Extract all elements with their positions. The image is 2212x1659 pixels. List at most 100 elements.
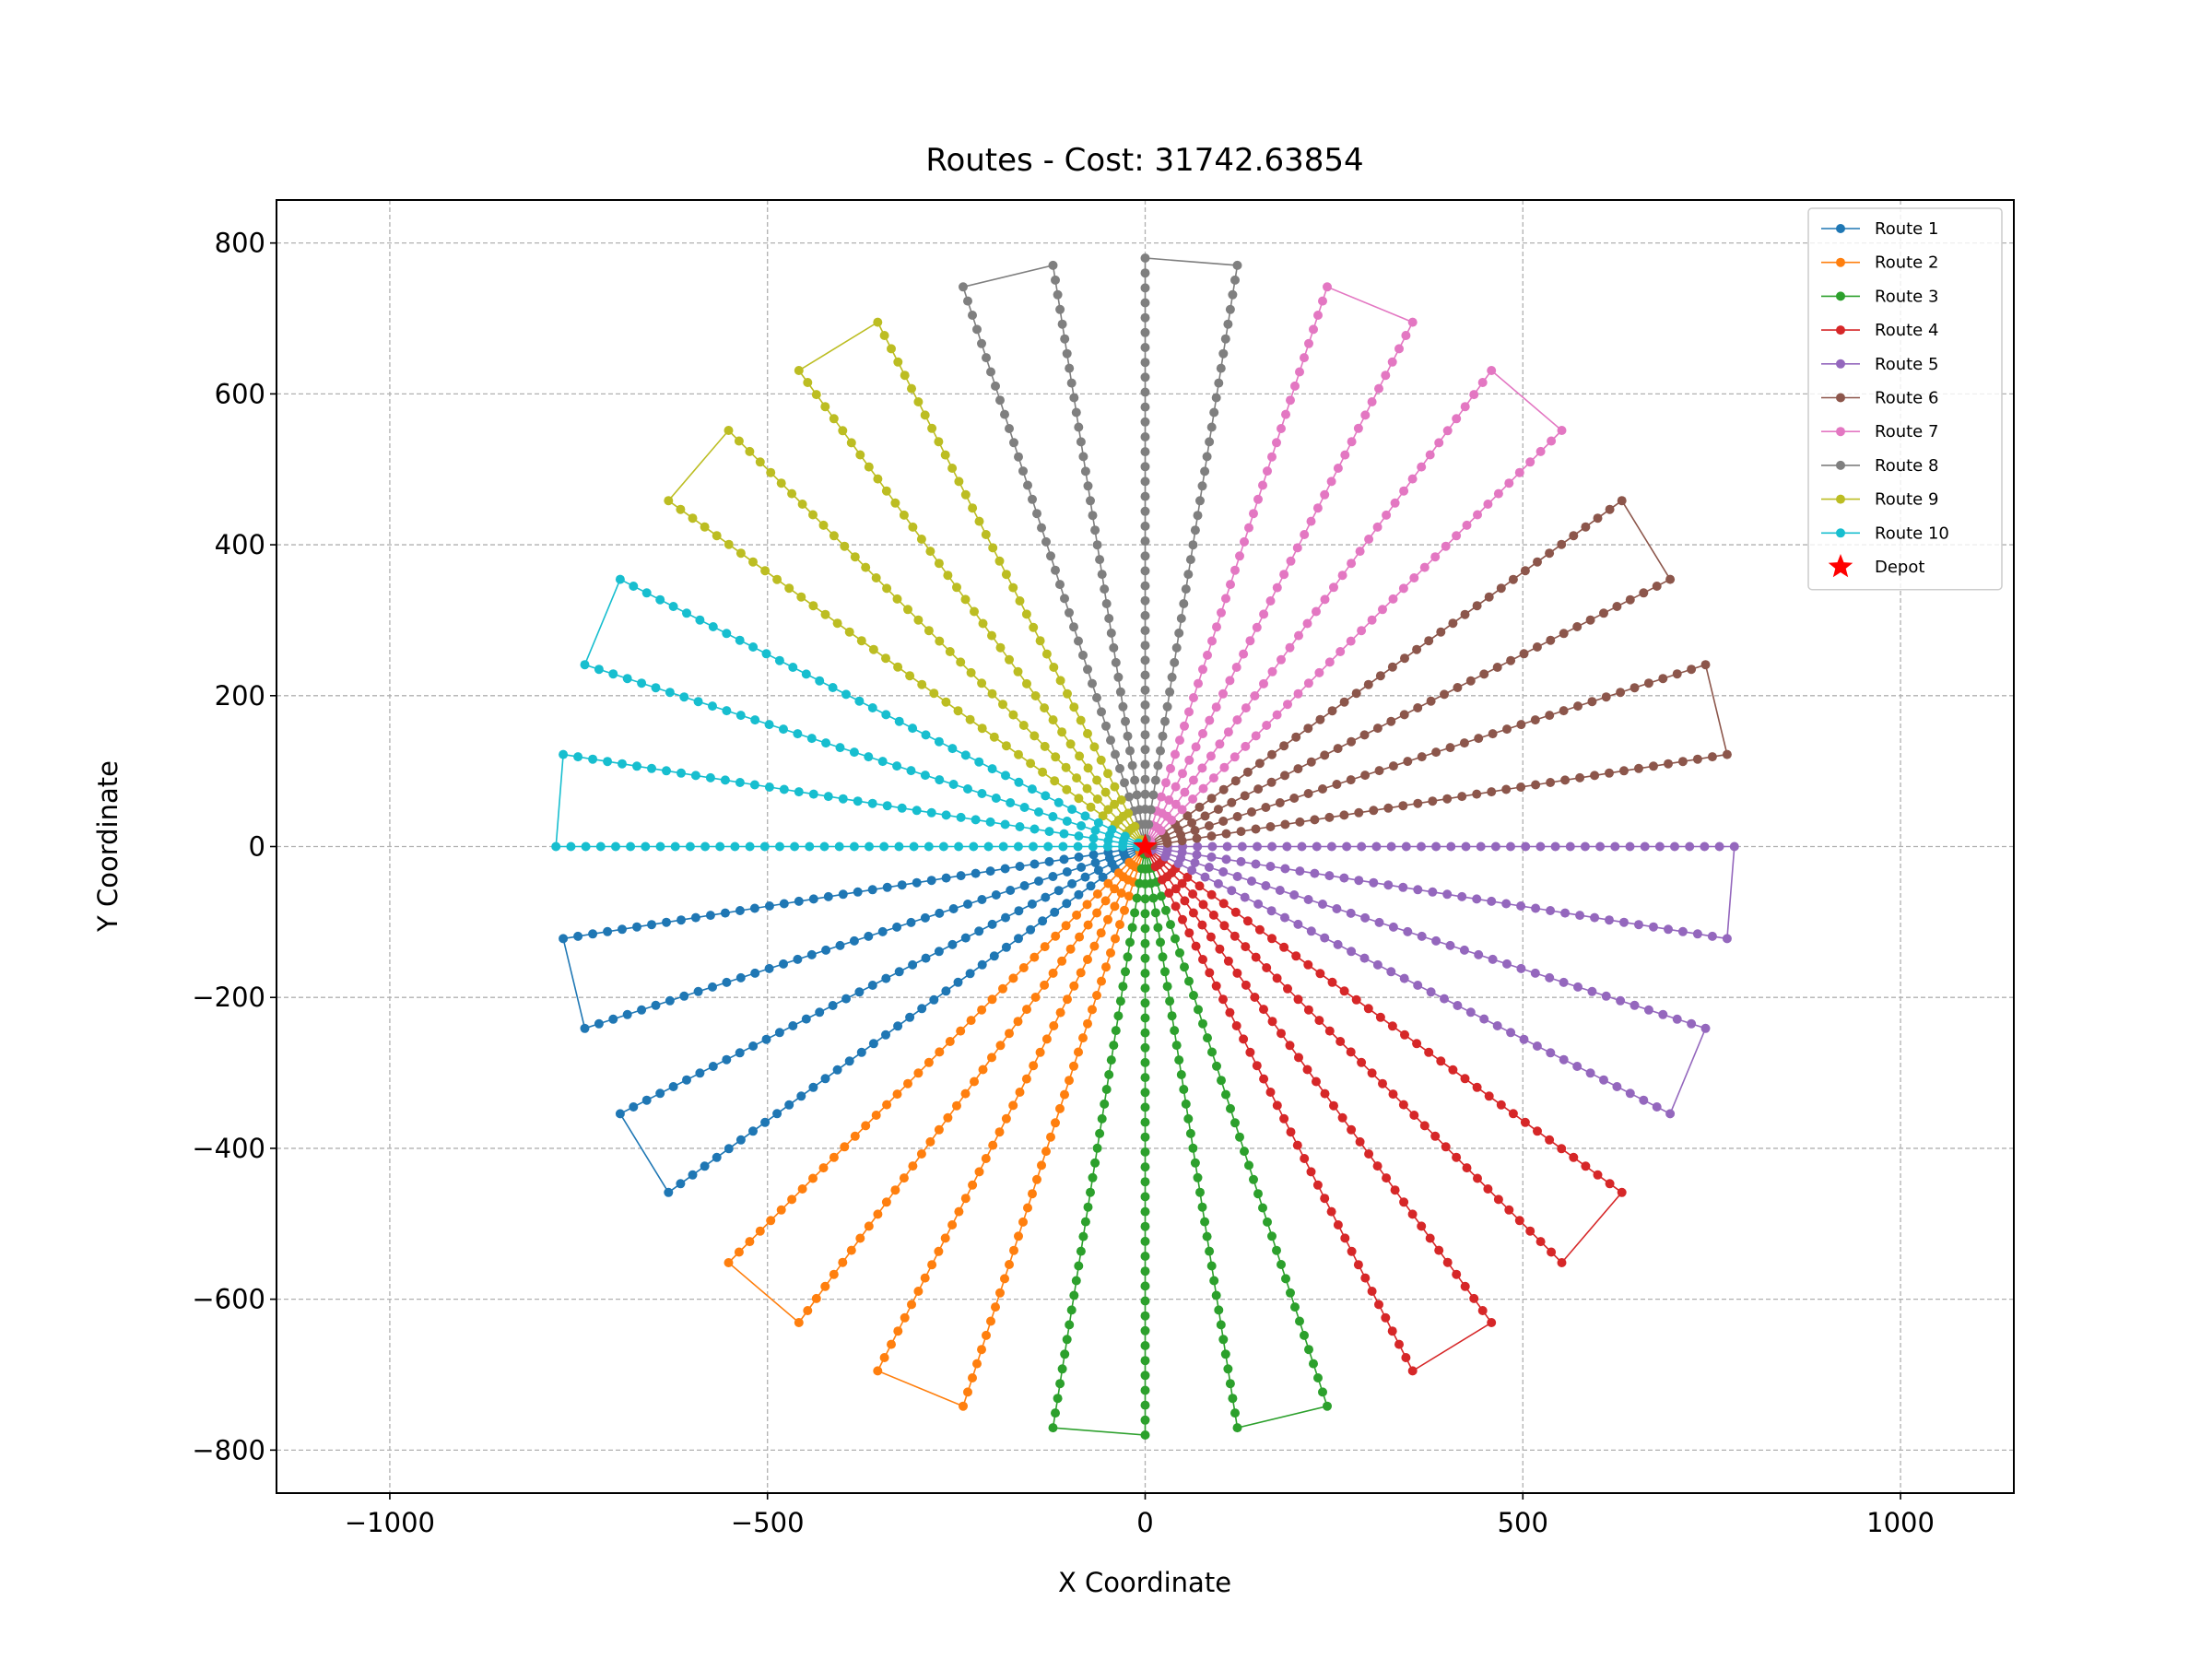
route-node xyxy=(1140,551,1150,561)
route-node xyxy=(920,771,930,781)
route-node xyxy=(1218,899,1229,909)
route-node xyxy=(920,1273,930,1283)
route-node xyxy=(1028,1189,1037,1199)
route-node xyxy=(881,653,890,664)
route-node xyxy=(1057,727,1067,737)
route-node xyxy=(1182,811,1193,821)
route-node xyxy=(1700,841,1710,852)
route-series xyxy=(1144,845,1627,1376)
route-node xyxy=(1092,775,1102,785)
route-node xyxy=(1452,1269,1462,1279)
route-node xyxy=(1372,1161,1382,1171)
route-node xyxy=(1140,894,1150,904)
route-node xyxy=(823,891,833,901)
route-node xyxy=(693,697,703,707)
route-node xyxy=(1472,1082,1482,1092)
route-node xyxy=(1258,480,1267,490)
route-node xyxy=(1665,1109,1676,1119)
route-node xyxy=(1390,498,1400,508)
route-node xyxy=(1213,878,1223,888)
route-node xyxy=(1314,1016,1324,1026)
route-node xyxy=(905,1012,915,1022)
route-node xyxy=(879,1353,889,1362)
route-node xyxy=(1078,452,1088,462)
route-node xyxy=(1156,746,1165,756)
route-node xyxy=(1206,1261,1217,1271)
route-node xyxy=(1484,1091,1494,1101)
route-series xyxy=(1143,282,1567,848)
route-node xyxy=(1372,724,1382,734)
route-node xyxy=(1412,1039,1422,1049)
legend-marker xyxy=(1836,257,1845,267)
route-node xyxy=(1239,649,1249,659)
route-node xyxy=(1021,609,1031,619)
route-node xyxy=(655,594,665,605)
route-node xyxy=(1479,669,1489,679)
route-node xyxy=(688,513,698,524)
route-series xyxy=(551,574,1146,852)
route-node xyxy=(1473,510,1482,520)
route-node xyxy=(1253,899,1264,909)
route-node xyxy=(916,1149,926,1159)
route-node xyxy=(1692,929,1702,939)
legend-marker xyxy=(1836,460,1845,470)
route-node xyxy=(1413,885,1423,895)
route-node xyxy=(1092,794,1102,804)
route-node xyxy=(1190,525,1200,535)
route-node xyxy=(906,766,916,776)
route-node xyxy=(1140,253,1150,263)
route-node xyxy=(934,1124,944,1135)
route-node xyxy=(1664,759,1673,769)
route-node xyxy=(1040,980,1050,990)
route-node xyxy=(925,547,935,557)
route-node xyxy=(1195,1187,1205,1197)
route-node xyxy=(1157,891,1166,901)
route-node xyxy=(1063,688,1072,699)
route-node xyxy=(1227,886,1237,896)
route-node xyxy=(1546,635,1556,645)
route-node xyxy=(1194,802,1205,812)
route-node xyxy=(1619,766,1629,776)
route-node xyxy=(1059,854,1069,865)
route-node xyxy=(1140,1013,1150,1023)
route-node xyxy=(1601,692,1611,702)
route-node xyxy=(1083,920,1093,930)
route-node xyxy=(1083,729,1092,738)
route-node xyxy=(1035,1047,1045,1057)
route-node xyxy=(1055,304,1065,314)
route-node xyxy=(879,841,889,852)
route-node xyxy=(873,1366,883,1376)
route-node xyxy=(708,1062,718,1071)
route-node xyxy=(1329,1100,1338,1111)
route-node xyxy=(1277,654,1286,665)
route-node xyxy=(1300,353,1309,363)
route-node xyxy=(1442,889,1453,900)
route-series xyxy=(1145,841,1739,1119)
route-node xyxy=(1351,688,1361,699)
route-node xyxy=(1252,622,1262,632)
route-node xyxy=(1140,998,1150,1008)
route-node xyxy=(1617,1187,1627,1197)
route-node xyxy=(1239,1034,1249,1044)
route-node xyxy=(1241,703,1251,713)
route-node xyxy=(1215,739,1225,749)
route-node xyxy=(708,982,717,992)
route-node xyxy=(1066,1305,1077,1315)
y-tick-label: 800 xyxy=(215,228,265,259)
route-node xyxy=(877,926,888,936)
route-node xyxy=(823,792,833,802)
route-node xyxy=(1289,794,1300,803)
route-node xyxy=(1053,1394,1063,1404)
route-node xyxy=(1230,776,1241,786)
route-node xyxy=(1424,1047,1434,1057)
route-node xyxy=(1072,773,1082,783)
legend-label: Route 4 xyxy=(1875,321,1938,340)
route-node xyxy=(818,1163,829,1173)
route-node xyxy=(1477,378,1488,387)
route-node xyxy=(1065,363,1075,373)
route-node xyxy=(981,1154,991,1163)
route-node xyxy=(1241,980,1251,990)
route-node xyxy=(1320,750,1330,760)
route-node xyxy=(1022,678,1031,688)
route-node xyxy=(850,552,860,562)
